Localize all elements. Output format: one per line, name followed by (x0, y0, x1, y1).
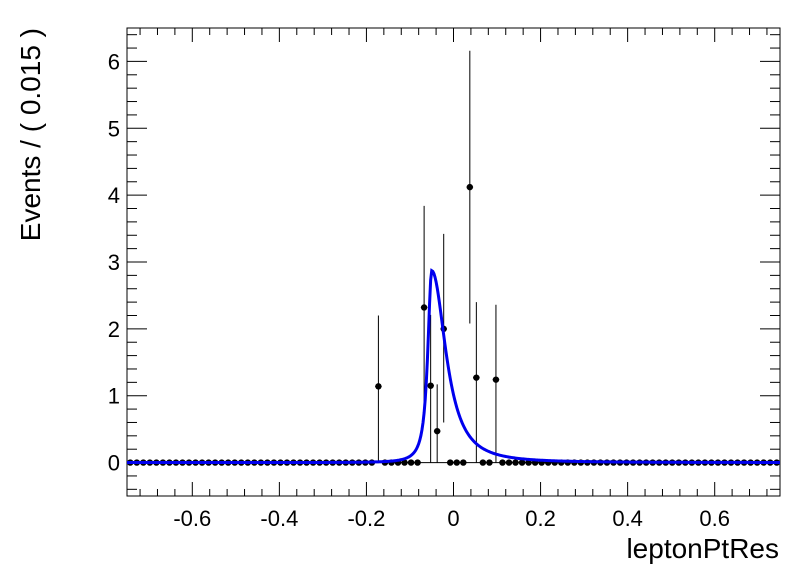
data-point (518, 459, 526, 466)
data-point (460, 459, 467, 466)
plot-frame (126, 27, 781, 497)
data-point (492, 376, 500, 383)
data-point (414, 459, 421, 466)
x-tick-label: -0.6 (173, 506, 211, 531)
data-point (447, 459, 454, 466)
data-point (466, 183, 474, 191)
y-tick-label: 3 (108, 250, 120, 275)
x-tick-label: 0.6 (699, 506, 730, 531)
y-axis-title: Events / ( 0.015 ) (15, 28, 46, 241)
y-tick-label: 0 (108, 451, 120, 476)
y-tick-label: 4 (108, 183, 120, 208)
y-tick-label: 6 (108, 49, 120, 74)
x-tick-label: -0.2 (347, 506, 385, 531)
data-point (479, 459, 487, 466)
fit-curve (127, 268, 780, 465)
data-point (375, 383, 382, 390)
y-tick-label: 2 (108, 317, 120, 342)
x-tick-label: 0 (447, 506, 459, 531)
data-point (473, 374, 480, 381)
axis-ticks (127, 28, 780, 496)
data-point (453, 459, 460, 466)
data-point (407, 459, 415, 466)
data-point (505, 459, 513, 466)
data-point (512, 459, 519, 466)
data-point (420, 304, 428, 311)
data-points (127, 183, 780, 466)
y-tick-label: 1 (108, 384, 120, 409)
data-point (486, 459, 493, 466)
y-tick-labels: 0 1 2 3 4 5 6 (108, 49, 120, 475)
data-point (433, 427, 441, 435)
data-point (401, 459, 408, 466)
x-tick-label: 0.4 (612, 506, 643, 531)
y-tick-label: 5 (108, 116, 120, 141)
x-tick-label: -0.4 (260, 506, 298, 531)
data-point (427, 382, 434, 389)
x-tick-labels: -0.6 -0.4 -0.2 0 0.2 0.4 0.6 (173, 506, 730, 531)
x-axis-title: leptonPtRes (626, 533, 779, 564)
x-tick-label: 0.2 (525, 506, 556, 531)
data-point (499, 459, 506, 466)
